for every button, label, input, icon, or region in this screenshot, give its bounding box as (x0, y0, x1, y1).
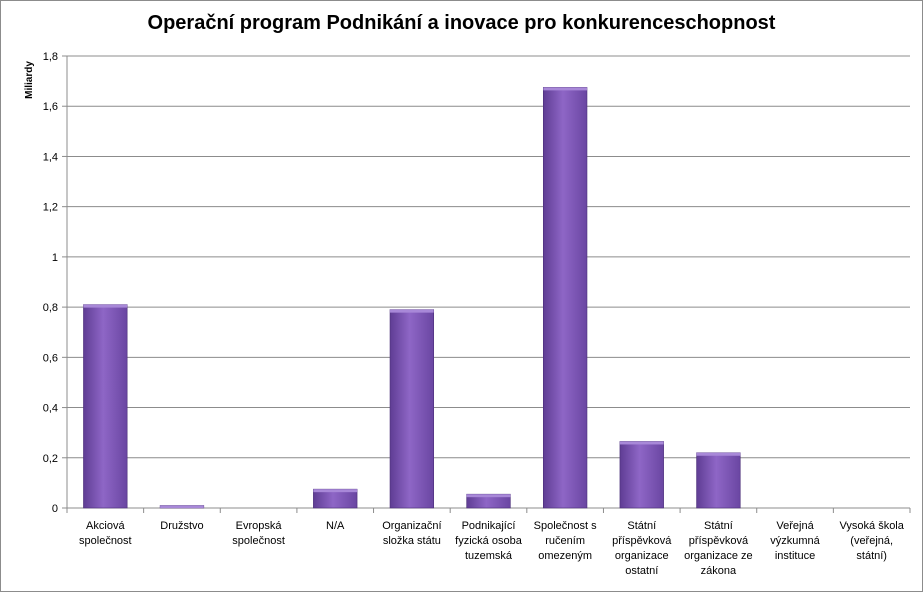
bar-body (696, 452, 741, 509)
x-category-label: Družstvo (160, 520, 203, 532)
x-category-label: Akciová společnost (79, 520, 132, 547)
y-tick-label: 1,6 (43, 101, 58, 113)
bar-top (543, 87, 587, 91)
y-tick-label: 1 (52, 252, 58, 264)
bar (696, 452, 741, 509)
x-category-label: Společnost s ručením omezeným (534, 520, 597, 562)
x-category-labels: Akciová společnost Družstvo Evropská společn… (79, 520, 905, 577)
y-tick-labels: 0 0,2 0,4 0,6 0,8 1 1,2 1,4 1,6 1,8 (43, 51, 58, 515)
x-category-label: Evropská společnost (232, 520, 285, 547)
y-tick-label: 0 (52, 503, 58, 515)
y-tick-label: 1,8 (43, 51, 58, 63)
grid-lines (67, 55, 910, 459)
bar (313, 488, 358, 509)
bar-body (83, 304, 128, 509)
y-tick-label: 0,6 (43, 352, 58, 364)
x-category-label: Podnikající fyzická osoba tuzemská (455, 520, 523, 562)
bar (389, 309, 435, 509)
bar-top (466, 494, 511, 498)
bar-top (83, 304, 128, 308)
x-category-label: Státní příspěvková organizace ostatní (612, 520, 672, 577)
bar (159, 505, 205, 509)
bar (466, 493, 511, 509)
bar (619, 441, 664, 509)
chart-title: Operační program Podnikání a inovace pro… (147, 12, 776, 34)
y-tick-label: 1,2 (43, 202, 58, 214)
y-tick-label: 0,2 (43, 453, 58, 465)
x-category-label: N/A (326, 520, 345, 532)
y-tick-label: 0,8 (43, 302, 58, 314)
x-category-label: Veřejná výzkumná instituce (770, 520, 820, 562)
bar-body (542, 87, 588, 509)
bar-top (390, 309, 434, 313)
bar (83, 304, 128, 509)
bar-body (389, 309, 435, 509)
axes (62, 55, 911, 513)
bar-top (619, 441, 664, 445)
bar-top (313, 489, 358, 493)
bar-top (160, 505, 204, 508)
y-tick-label: 1,4 (43, 151, 58, 163)
bar-top (696, 452, 741, 456)
x-category-label: Organizační složka státu (382, 520, 441, 547)
y-tick-label: 0,4 (43, 403, 58, 415)
bar-body (619, 441, 664, 509)
bars (83, 87, 741, 509)
bar (542, 87, 588, 509)
y-axis-label: Miliardy (24, 61, 35, 99)
x-category-label: Vysoká škola (veřejná, státní) (839, 520, 904, 562)
x-category-label: Státní příspěvková organizace ze zákona (684, 520, 753, 577)
